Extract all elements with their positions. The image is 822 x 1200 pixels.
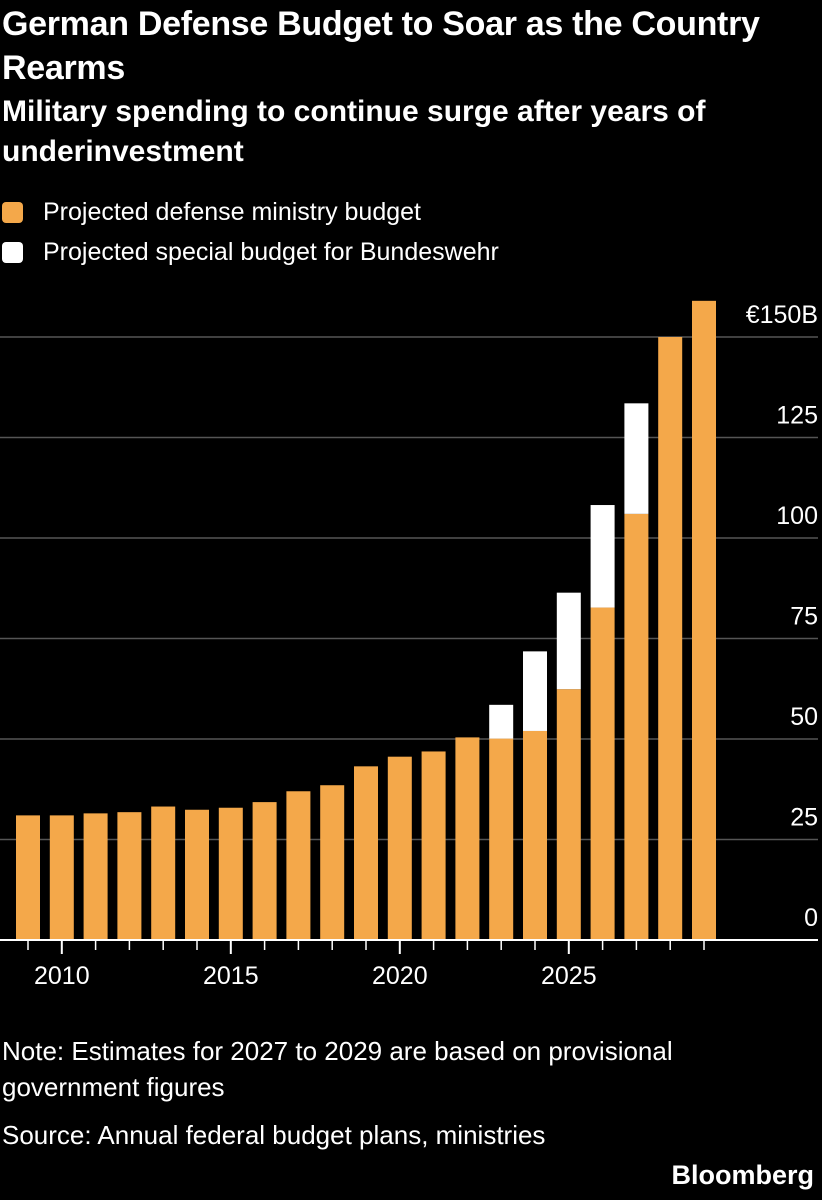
bar-special [523,651,547,731]
chart-title: German Defense Budget to Soar as the Cou… [2,5,760,87]
x-tick-label: 2015 [203,962,259,990]
bar-ministry [624,513,649,940]
y-tick-label: 50 [790,703,818,731]
axes: 0 25 50 75 100 125 €150B 2010 2015 2020 2025 [0,301,818,990]
bar-ministry [16,815,40,940]
bar-ministry [252,802,277,940]
bar-ministry [117,812,142,940]
legend-label-ministry: Projected defense ministry budget [43,197,421,226]
bar-ministry [218,807,243,940]
bar-ministry [455,737,480,940]
bar-ministry [523,730,547,940]
legend-swatch-special [2,241,23,263]
x-tick-label: 2025 [541,962,597,990]
bar-chart: 0 25 50 75 100 125 €150B 2010 2015 2020 2025 [0,300,818,990]
bar-ministry [387,756,412,940]
legend: Projected defense ministry budget Projec… [2,192,499,272]
y-tick-label: 75 [790,603,818,631]
bloomberg-logo: Bloomberg [671,1160,814,1190]
bars [16,300,716,940]
legend-swatch-ministry [2,201,23,223]
bar-ministry [151,806,176,940]
x-tick-label: 2010 [34,962,90,990]
y-tick-label: 100 [776,502,818,530]
y-tick-label: 125 [776,402,818,430]
y-tick-label: 0 [804,904,818,932]
legend-label-special: Projected special budget for Bundeswehr [43,237,499,266]
bar-special [489,704,514,739]
bar-ministry [320,785,345,940]
chart-source: Source: Annual federal budget plans, min… [2,1120,546,1150]
legend-item-special: Projected special budget for Bundeswehr [2,232,499,272]
legend-item-ministry: Projected defense ministry budget [2,192,499,232]
bar-ministry [354,766,378,940]
bar-ministry [658,337,683,940]
bar-ministry [590,607,615,940]
bar-ministry [286,791,311,940]
y-tick-label: €150B [746,301,818,329]
bar-special [624,403,649,514]
bar-ministry [556,689,581,940]
bar-ministry [489,738,514,940]
chart-subtitle: Military spending to continue surge afte… [2,95,706,168]
bar-ministry [185,809,209,940]
chart-note: Note: Estimates for 2027 to 2029 are bas… [2,1036,673,1102]
bar-ministry [49,815,74,940]
bar-ministry [692,300,716,940]
x-tick-label: 2020 [372,962,428,990]
y-tick-label: 25 [790,804,818,832]
bar-special [556,592,581,690]
bar-ministry [421,751,446,940]
bar-special [590,505,615,608]
bar-ministry [83,813,108,940]
